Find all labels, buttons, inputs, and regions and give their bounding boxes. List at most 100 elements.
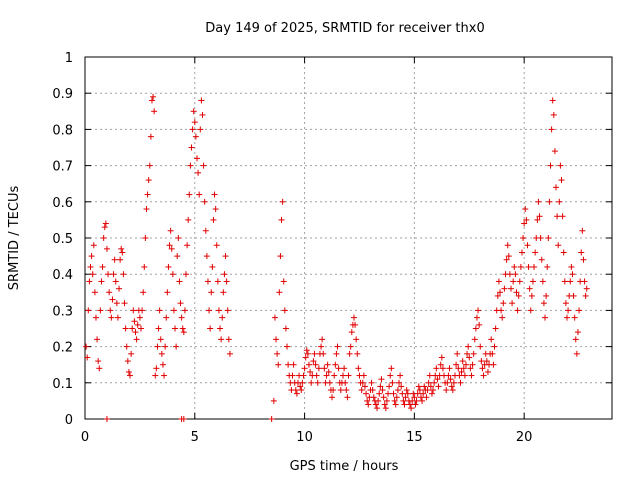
data-point bbox=[183, 271, 190, 278]
data-point bbox=[504, 242, 511, 249]
data-point bbox=[514, 307, 521, 314]
data-point bbox=[470, 350, 477, 357]
data-point bbox=[539, 278, 546, 285]
data-point bbox=[352, 321, 359, 328]
data-point bbox=[292, 387, 299, 394]
data-point bbox=[396, 379, 403, 386]
data-point bbox=[507, 285, 514, 292]
data-point bbox=[335, 365, 342, 372]
data-point bbox=[503, 256, 510, 263]
data-point bbox=[576, 307, 583, 314]
data-point bbox=[337, 387, 344, 394]
data-point bbox=[388, 365, 395, 372]
data-point bbox=[311, 350, 318, 357]
data-point bbox=[383, 397, 390, 404]
data-point bbox=[206, 307, 213, 314]
data-point bbox=[402, 394, 409, 401]
data-point bbox=[207, 325, 214, 332]
data-point bbox=[459, 358, 466, 365]
data-point bbox=[517, 263, 524, 270]
data-point bbox=[270, 397, 277, 404]
data-point bbox=[139, 307, 146, 314]
data-point bbox=[301, 365, 308, 372]
x-tick-label: 5 bbox=[191, 430, 199, 445]
data-point bbox=[280, 278, 287, 285]
data-point bbox=[162, 343, 169, 350]
data-point bbox=[271, 314, 278, 321]
y-tick-label: 0.7 bbox=[52, 160, 73, 175]
x-tick-label: 20 bbox=[516, 430, 533, 445]
data-point bbox=[153, 365, 160, 372]
data-point bbox=[561, 278, 568, 285]
data-point bbox=[483, 358, 490, 365]
data-point bbox=[274, 350, 281, 357]
data-point bbox=[370, 394, 377, 401]
data-point bbox=[282, 325, 289, 332]
data-point bbox=[168, 245, 175, 252]
data-point bbox=[403, 387, 410, 394]
data-point bbox=[448, 383, 455, 390]
data-point bbox=[406, 401, 413, 408]
data-point bbox=[152, 372, 159, 379]
data-point bbox=[131, 318, 138, 325]
data-point bbox=[489, 350, 496, 357]
data-point bbox=[414, 390, 421, 397]
data-point bbox=[105, 271, 112, 278]
data-point bbox=[96, 365, 103, 372]
data-point bbox=[99, 263, 106, 270]
data-point bbox=[320, 350, 327, 357]
data-point bbox=[509, 300, 516, 307]
data-point bbox=[389, 379, 396, 386]
data-point bbox=[570, 292, 577, 299]
data-point bbox=[390, 390, 397, 397]
data-point bbox=[528, 292, 535, 299]
data-point bbox=[203, 253, 210, 260]
data-point bbox=[109, 296, 116, 303]
data-point bbox=[137, 325, 144, 332]
data-point bbox=[545, 235, 552, 241]
data-point bbox=[426, 372, 433, 379]
data-point bbox=[433, 365, 440, 372]
data-point bbox=[494, 292, 501, 299]
data-point bbox=[522, 206, 529, 213]
data-point bbox=[343, 387, 350, 394]
data-point bbox=[175, 235, 182, 241]
data-point bbox=[454, 350, 461, 357]
data-point bbox=[122, 325, 129, 332]
data-point bbox=[524, 242, 531, 249]
data-point bbox=[430, 387, 437, 394]
data-point bbox=[113, 300, 120, 307]
data-point bbox=[544, 263, 551, 270]
data-point bbox=[161, 372, 168, 379]
data-point bbox=[476, 321, 483, 328]
data-point bbox=[444, 379, 451, 386]
data-point bbox=[331, 372, 338, 379]
data-point bbox=[218, 336, 225, 343]
data-point bbox=[120, 271, 127, 278]
data-point bbox=[293, 390, 300, 397]
data-point bbox=[221, 271, 228, 278]
data-point bbox=[437, 361, 444, 368]
data-point bbox=[582, 292, 589, 299]
y-tick-label: 0.2 bbox=[52, 341, 73, 356]
data-point bbox=[313, 372, 320, 379]
data-point bbox=[179, 325, 186, 332]
y-tick-label: 0.1 bbox=[52, 377, 73, 392]
data-point bbox=[167, 227, 174, 234]
data-point bbox=[537, 235, 544, 241]
data-point bbox=[86, 278, 93, 285]
data-point bbox=[479, 365, 486, 372]
data-point bbox=[140, 289, 147, 296]
data-point bbox=[376, 390, 383, 397]
data-point bbox=[568, 263, 575, 270]
data-point bbox=[401, 401, 408, 408]
data-point bbox=[413, 397, 420, 404]
data-point bbox=[435, 383, 442, 390]
data-point bbox=[191, 119, 198, 126]
data-point bbox=[284, 343, 291, 350]
data-point bbox=[125, 368, 132, 375]
data-point bbox=[177, 300, 184, 307]
data-point bbox=[302, 354, 309, 361]
data-point bbox=[121, 300, 128, 307]
